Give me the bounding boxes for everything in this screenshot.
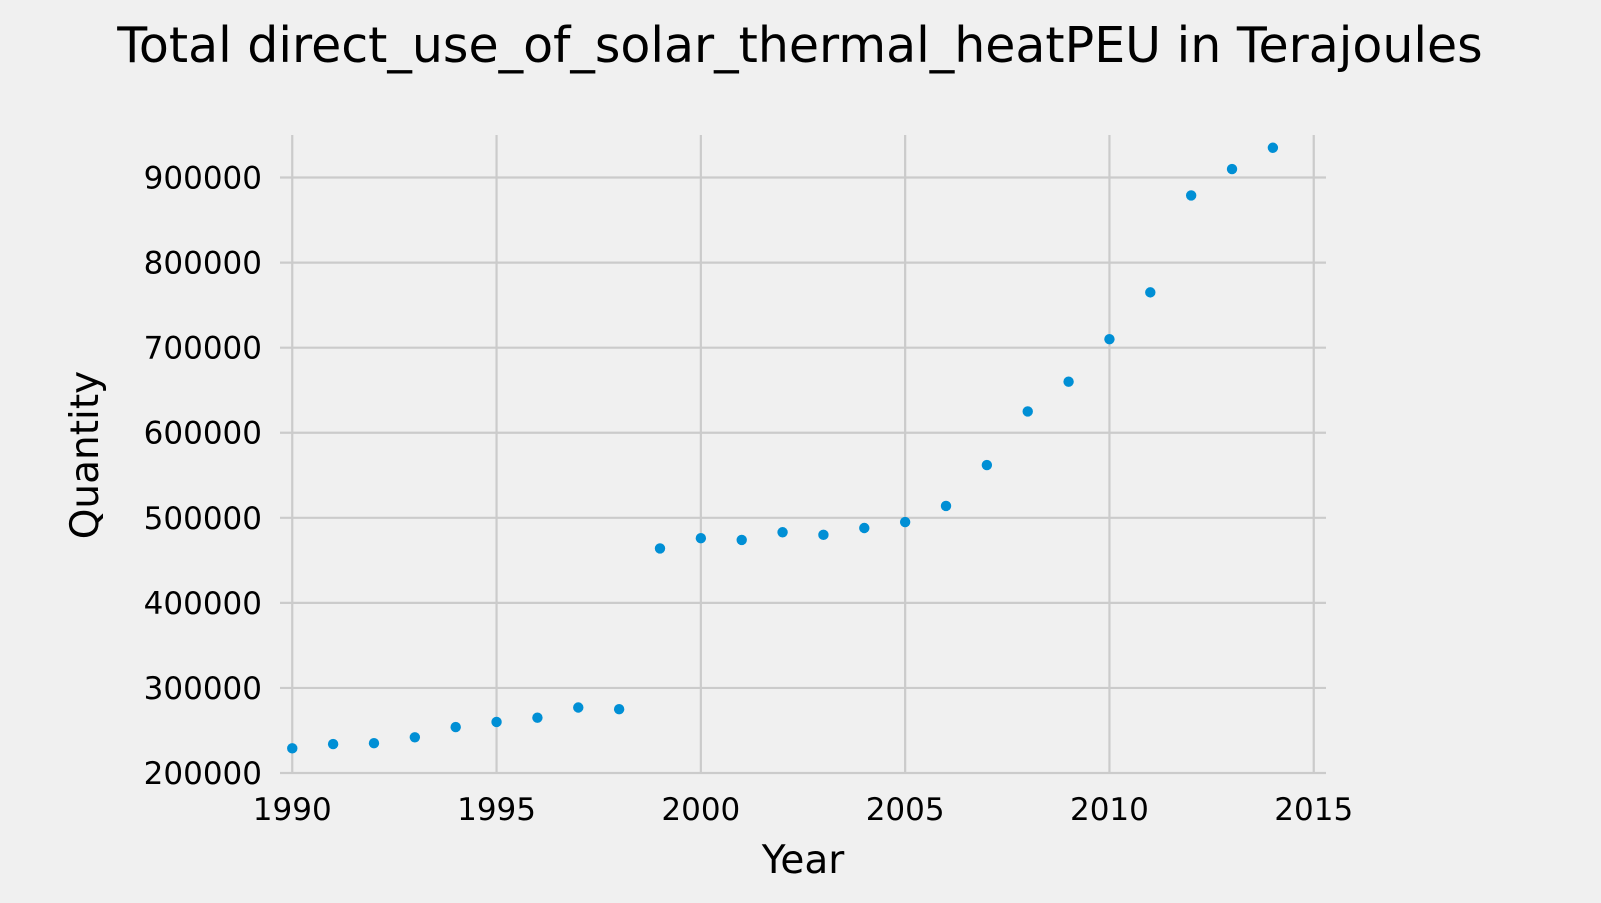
y-tick-label: 400000: [144, 586, 262, 622]
data-point: [899, 516, 911, 528]
y-tick-label: 600000: [144, 416, 262, 452]
data-point: [654, 543, 666, 554]
y-tick-label: 800000: [144, 246, 262, 282]
y-tick-label: 700000: [144, 331, 262, 367]
data-point: [981, 459, 993, 471]
y-tick-label: 200000: [144, 756, 262, 792]
data-points: [287, 142, 1279, 754]
data-point: [1022, 406, 1033, 417]
data-point: [287, 743, 298, 754]
data-point: [859, 522, 870, 534]
data-point: [368, 738, 380, 749]
tick-labels: 1990 1995 2000 2005 2010 2015 200000 300000 4000…: [144, 161, 1354, 828]
x-tick-label: 1990: [253, 792, 332, 828]
x-tick-label: 2015: [1274, 792, 1353, 828]
y-axis-label: Quantity: [63, 371, 108, 540]
y-tick-label: 900000: [144, 161, 262, 197]
data-point: [1226, 163, 1238, 175]
data-point: [818, 529, 829, 541]
chart-title: Total direct_use_of_solar_thermal_heatPE…: [116, 17, 1482, 74]
data-point: [1267, 142, 1279, 153]
data-point: [573, 702, 584, 713]
data-point: [613, 704, 625, 715]
x-tick-label: 2010: [1070, 792, 1149, 828]
data-point: [327, 738, 339, 750]
data-point: [491, 716, 502, 728]
y-tick-label: 300000: [144, 671, 262, 707]
data-point: [736, 534, 747, 546]
data-point: [695, 533, 707, 544]
grid: [280, 135, 1326, 775]
data-point: [1145, 287, 1156, 298]
data-point: [1185, 190, 1197, 201]
data-point: [1104, 333, 1115, 345]
x-tick-label: 1995: [457, 792, 536, 828]
x-axis-label: Year: [761, 838, 846, 883]
data-point: [450, 721, 461, 733]
data-point: [940, 500, 952, 512]
data-point: [777, 527, 788, 538]
y-tick-label: 500000: [144, 501, 262, 537]
data-point: [532, 712, 543, 723]
x-tick-label: 2005: [866, 792, 945, 828]
data-point: [1063, 376, 1074, 387]
x-tick-label: 2000: [661, 792, 740, 828]
data-point: [409, 732, 421, 743]
